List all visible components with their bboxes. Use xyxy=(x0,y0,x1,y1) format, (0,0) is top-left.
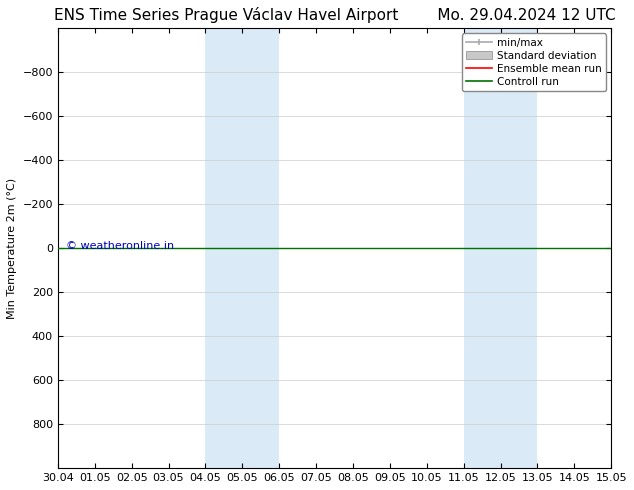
Text: © weatheronline.in: © weatheronline.in xyxy=(66,241,174,251)
Legend: min/max, Standard deviation, Ensemble mean run, Controll run: min/max, Standard deviation, Ensemble me… xyxy=(462,33,606,91)
Title: ENS Time Series Prague Václav Havel Airport        Mo. 29.04.2024 12 UTC: ENS Time Series Prague Václav Havel Airp… xyxy=(54,7,616,23)
Bar xyxy=(463,28,501,468)
Bar xyxy=(205,28,242,468)
Bar xyxy=(242,28,279,468)
Bar xyxy=(501,28,538,468)
Y-axis label: Min Temperature 2m (°C): Min Temperature 2m (°C) xyxy=(7,178,17,319)
